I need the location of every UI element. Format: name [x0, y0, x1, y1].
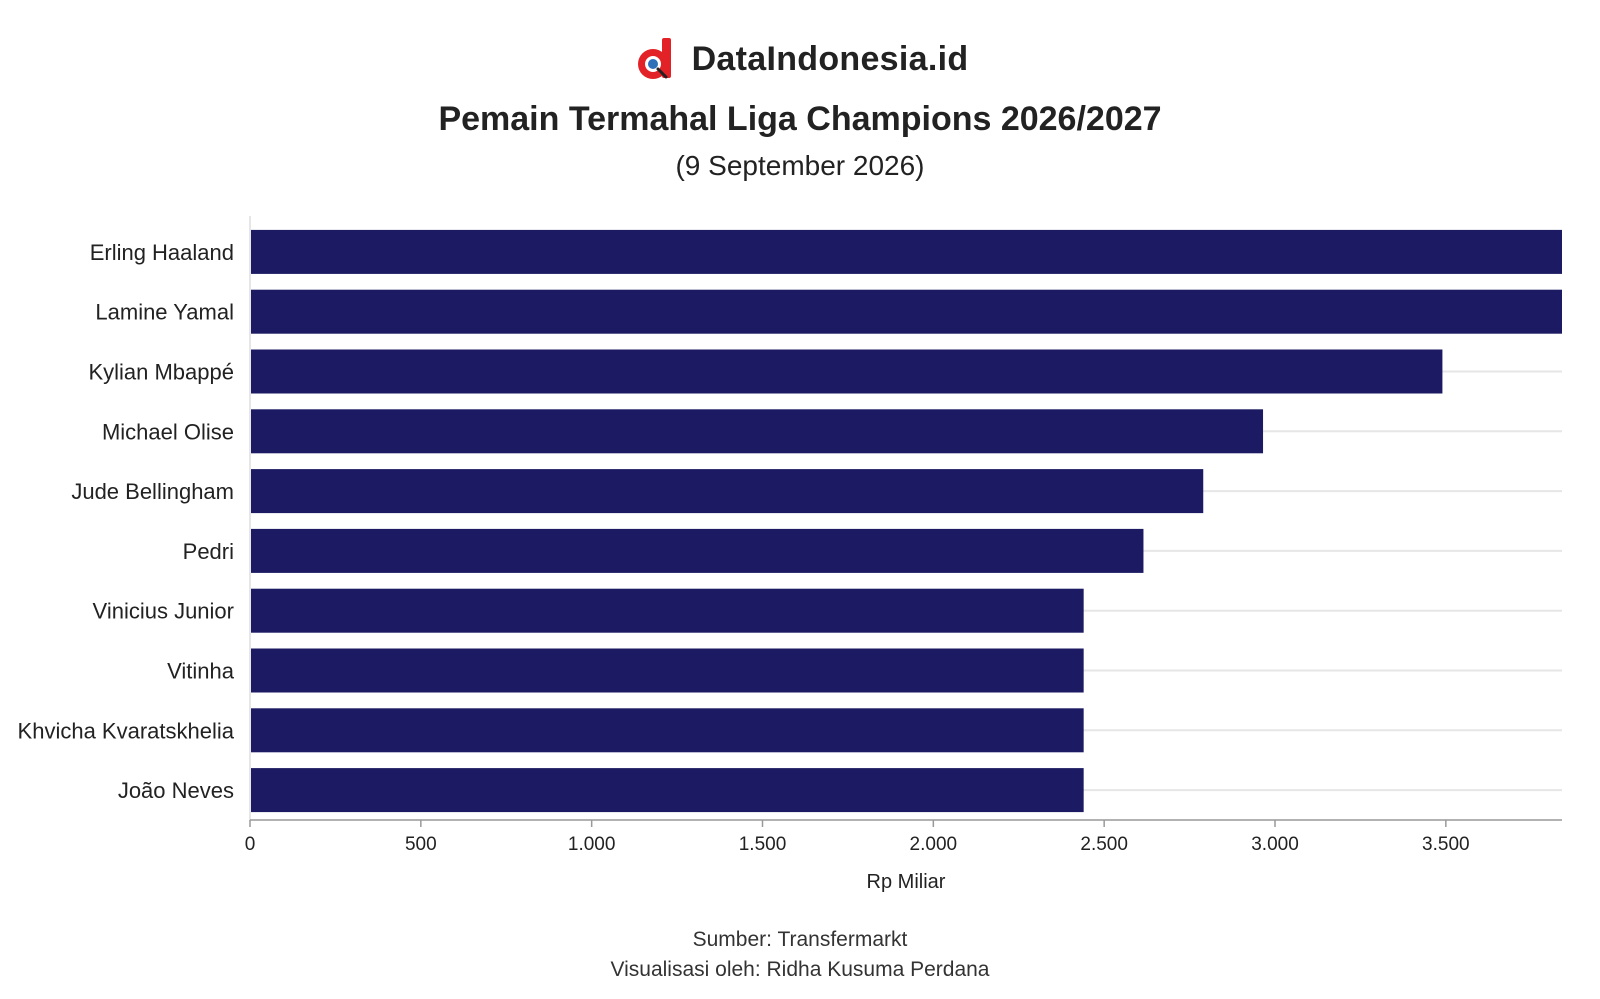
category-label: Kylian Mbappé [88, 360, 234, 385]
x-tick-label: 1.500 [739, 834, 787, 855]
x-tick-label: 3.500 [1422, 834, 1470, 855]
x-tick-label: 3.000 [1251, 834, 1299, 855]
category-label: Jude Bellingham [71, 479, 234, 504]
bar [250, 349, 1443, 394]
category-label: Lamine Yamal [95, 300, 234, 325]
x-tick-label: 500 [405, 834, 437, 855]
dataindonesia-logo-icon [637, 38, 671, 79]
chart-title: Pemain Termahal Liga Champions 2026/2027 [438, 100, 1162, 138]
bar [250, 768, 1084, 813]
category-label: Michael Olise [102, 419, 234, 444]
category-label: Vitinha [167, 659, 235, 684]
category-label: Pedri [183, 539, 234, 564]
bar [250, 708, 1084, 753]
x-tick-label: 2.000 [910, 834, 958, 855]
brand-header: DataIndonesia.id [0, 34, 1600, 84]
brand-name: DataIndonesia.id [691, 39, 969, 78]
bar [250, 409, 1264, 454]
bar [250, 588, 1084, 633]
source-note: Sumber: Transfermarkt [692, 928, 908, 951]
category-label: João Neves [118, 778, 234, 803]
category-label: Khvicha Kvaratskhelia [18, 718, 235, 743]
chart-subtitle: (9 September 2026) [675, 150, 925, 181]
bar [250, 229, 1562, 274]
bar-chart: Erling Haaland Lamine Yamal Kylian Mbappé M… [18, 216, 1562, 893]
bar [250, 469, 1204, 514]
x-axis-title: Rp Miliar [867, 871, 946, 893]
category-label: Erling Haaland [90, 240, 234, 265]
category-label: Vinicius Junior [93, 599, 234, 624]
credit-note: Visualisasi oleh: Ridha Kusuma Perdana [610, 958, 990, 981]
bar [250, 528, 1144, 573]
x-tick-label: 1.000 [568, 834, 616, 855]
bar [250, 289, 1562, 334]
x-tick-label: 0 [245, 834, 256, 855]
bar [250, 648, 1084, 693]
x-tick-label: 2.500 [1080, 834, 1128, 855]
